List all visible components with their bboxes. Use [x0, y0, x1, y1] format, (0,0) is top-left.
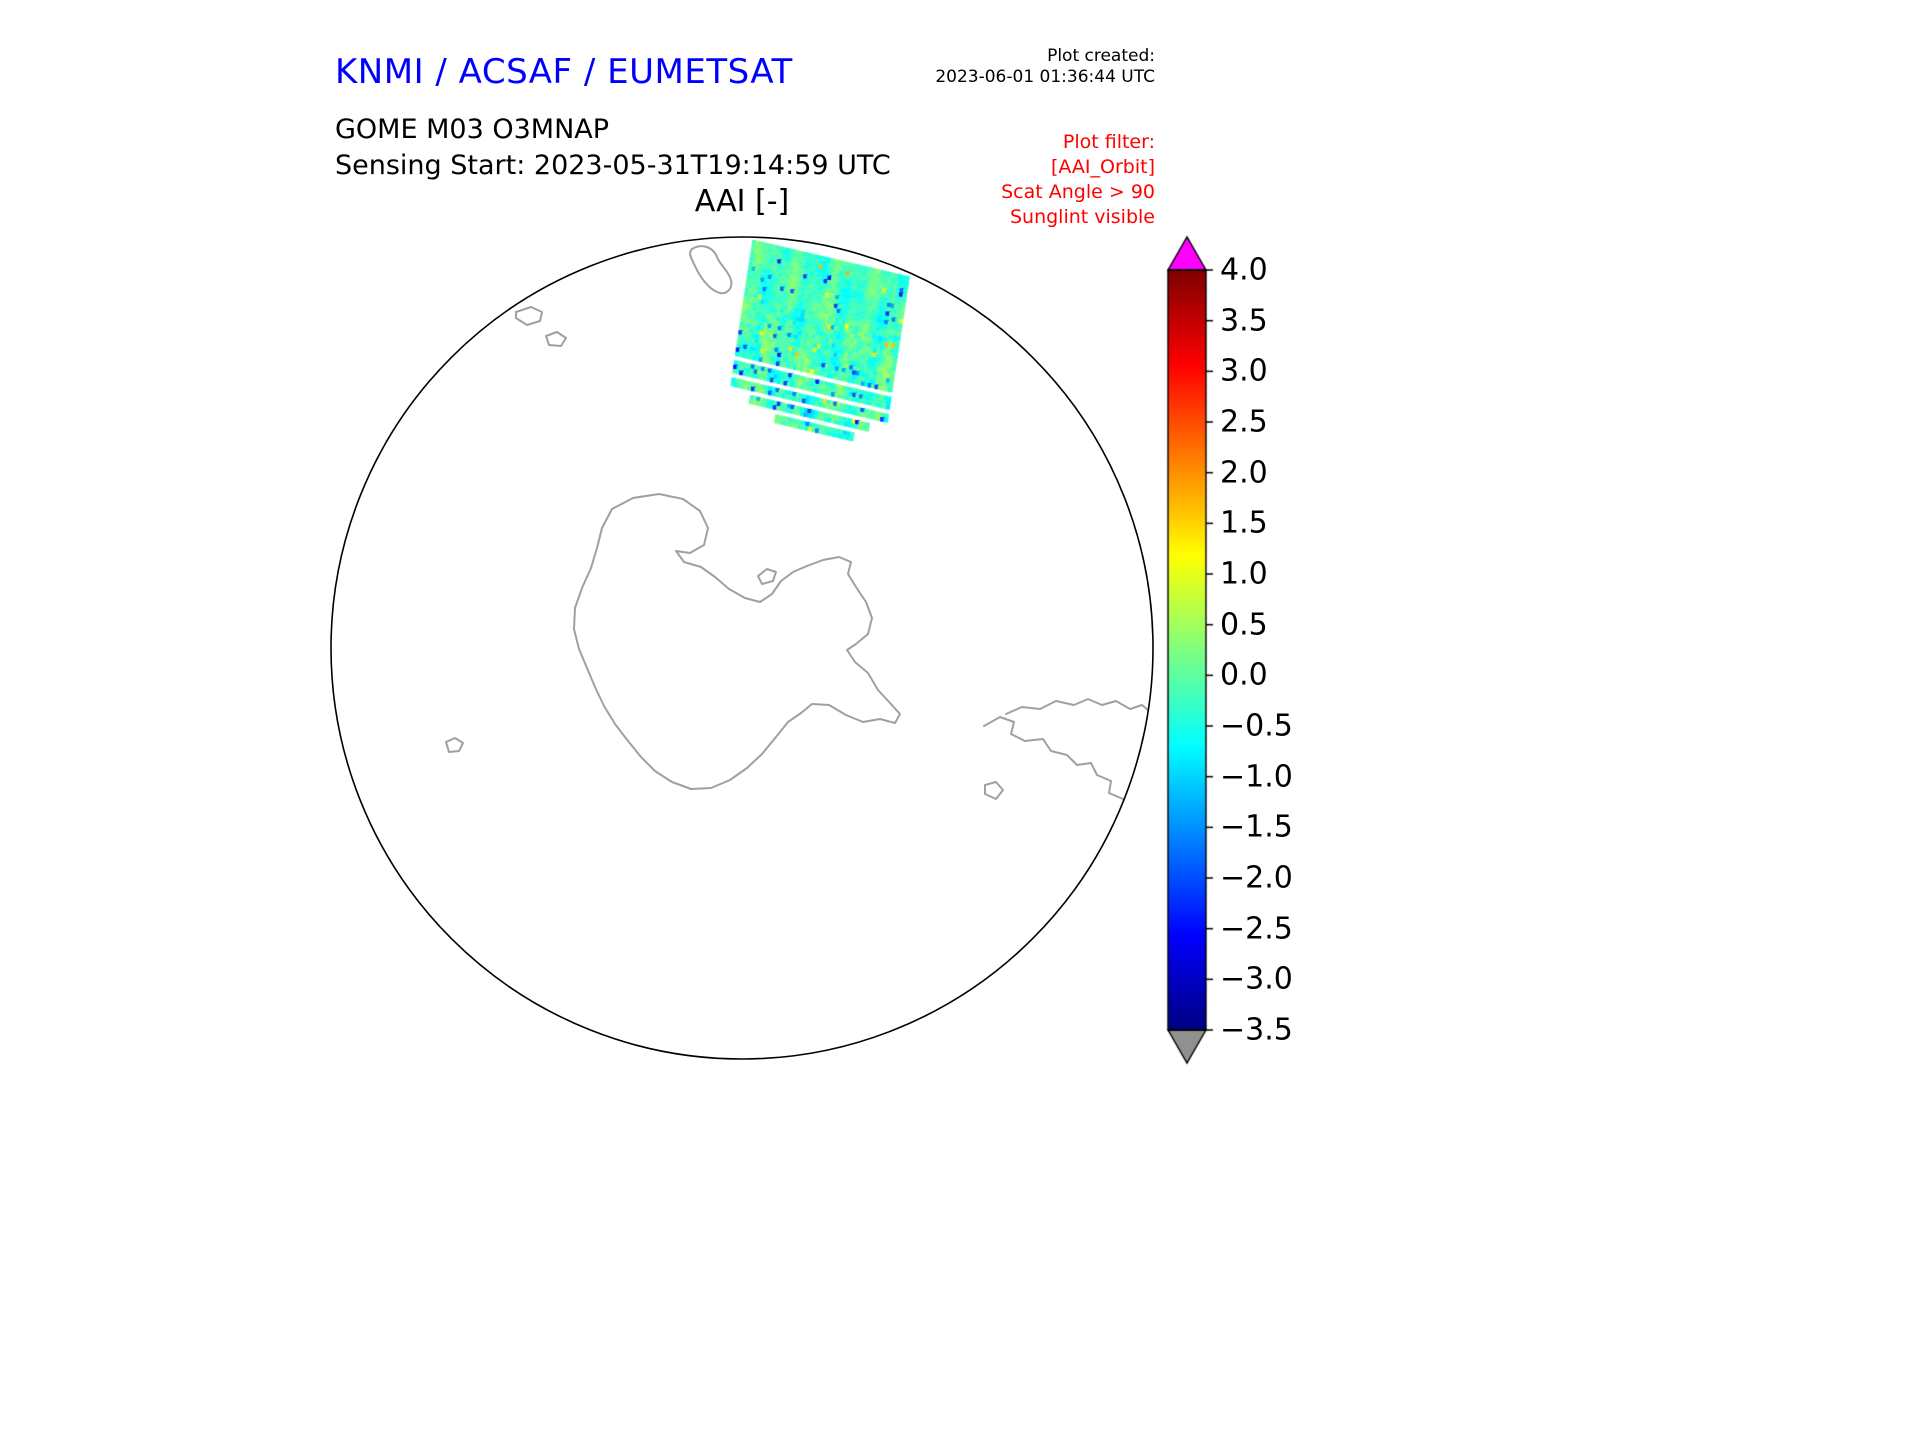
coastline-path — [573, 493, 901, 790]
coastline-path — [983, 716, 1124, 800]
plot-filter-line: Scat Angle > 90 — [1001, 181, 1155, 203]
coastline-path — [445, 737, 464, 753]
colorbar-canvas — [1150, 225, 1320, 1105]
plot-created-block: Plot created: 2023-06-01 01:36:44 UTC — [935, 46, 1155, 88]
coastline-path — [757, 568, 777, 585]
coastline-path — [515, 306, 543, 326]
product-name: GOME M03 O3MNAP — [335, 114, 610, 145]
projection-boundary-circle — [330, 236, 1154, 1060]
plot-filter-line: Plot filter: — [1062, 131, 1155, 153]
coastline-path — [1005, 698, 1149, 715]
coastline-path — [689, 245, 733, 295]
plot-filter-line: Sunglint visible — [1009, 206, 1155, 228]
coastline-path — [984, 781, 1004, 800]
coastline-path — [545, 331, 567, 347]
page-title: KNMI / ACSAF / EUMETSAT — [335, 52, 793, 92]
axes-title: AAI [-] — [694, 184, 790, 219]
plot-filter-block: Plot filter: [AAI_Orbit] Scat Angle > 90… — [1001, 130, 1155, 230]
plot-created-label: Plot created: — [1047, 46, 1155, 66]
sensing-start: Sensing Start: 2023-05-31T19:14:59 UTC — [335, 150, 891, 181]
plot-created-value: 2023-06-01 01:36:44 UTC — [935, 67, 1155, 87]
plot-filter-line: [AAI_Orbit] — [1050, 156, 1155, 178]
